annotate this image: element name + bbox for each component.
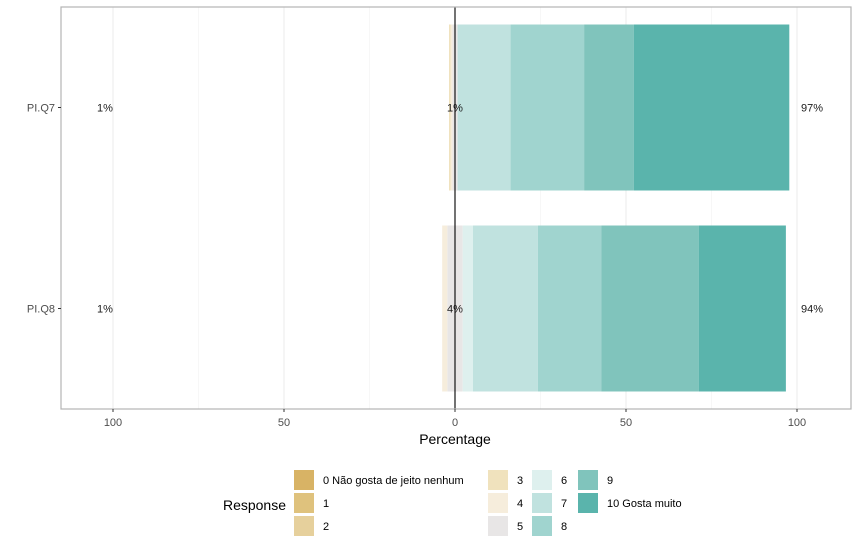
legend-label: 3 bbox=[517, 475, 523, 487]
legend-label: 2 bbox=[323, 521, 329, 533]
legend-key bbox=[578, 493, 598, 513]
legend-key bbox=[532, 493, 552, 513]
bar-segment bbox=[447, 225, 455, 392]
plot-panel: 1% 1% 97%1% 4% 94% bbox=[60, 6, 852, 410]
x-tick-label: 50 bbox=[278, 417, 290, 429]
legend: Response 0 Não gosta de jeito nenhum 1 2 3 4… bbox=[223, 470, 682, 536]
bar-segment bbox=[472, 225, 538, 392]
x-tick-label: 100 bbox=[788, 417, 806, 429]
x-axis: 100 50 0 50 100 bbox=[104, 409, 806, 429]
low-percent-label: 1% bbox=[97, 103, 113, 115]
legend-key bbox=[488, 493, 508, 513]
high-percent-label: 94% bbox=[801, 304, 823, 316]
bar-segment bbox=[452, 24, 455, 191]
bar-segment bbox=[601, 225, 699, 392]
legend-label: 4 bbox=[517, 498, 523, 510]
legend-label: 6 bbox=[561, 475, 567, 487]
legend-key bbox=[294, 516, 314, 536]
high-percent-label: 97% bbox=[801, 103, 823, 115]
legend-key bbox=[532, 470, 552, 490]
panel-border bbox=[60, 6, 852, 410]
legend-label: 8 bbox=[561, 521, 567, 533]
x-tick-label: 50 bbox=[620, 417, 632, 429]
bar-segment bbox=[584, 24, 634, 191]
bar-segment bbox=[455, 24, 458, 191]
bar-segment bbox=[462, 225, 473, 392]
bar-segment bbox=[537, 225, 602, 392]
legend-key bbox=[488, 470, 508, 490]
legend-label: 7 bbox=[561, 498, 567, 510]
bar-segment bbox=[449, 24, 451, 191]
legend-key bbox=[488, 516, 508, 536]
category-label: PI.Q7 bbox=[27, 103, 55, 115]
legend-key bbox=[532, 516, 552, 536]
low-percent-label: 1% bbox=[97, 304, 113, 316]
legend-label: 10 Gosta muito bbox=[607, 498, 682, 510]
legend-title: Response bbox=[223, 497, 286, 513]
bar-segment bbox=[442, 225, 448, 392]
legend-label: 0 Não gosta de jeito nenhum bbox=[323, 475, 464, 487]
y-axis: PI.Q7 PI.Q8 bbox=[27, 103, 61, 316]
x-tick-label: 0 bbox=[452, 417, 458, 429]
legend-label: 5 bbox=[517, 521, 523, 533]
legend-key bbox=[294, 493, 314, 513]
bar-segment bbox=[450, 24, 453, 191]
bar-segment bbox=[633, 24, 790, 191]
legend-key bbox=[294, 470, 314, 490]
x-tick-label: 100 bbox=[104, 417, 122, 429]
legend-label: 9 bbox=[607, 475, 613, 487]
legend-label: 1 bbox=[323, 498, 329, 510]
bar-segment bbox=[457, 24, 511, 191]
bar-segment bbox=[510, 24, 585, 191]
category-label: PI.Q8 bbox=[27, 304, 55, 316]
x-axis-title: Percentage bbox=[419, 431, 491, 447]
bar-segment bbox=[698, 225, 786, 392]
bar-segment bbox=[455, 225, 463, 392]
legend-key bbox=[578, 470, 598, 490]
